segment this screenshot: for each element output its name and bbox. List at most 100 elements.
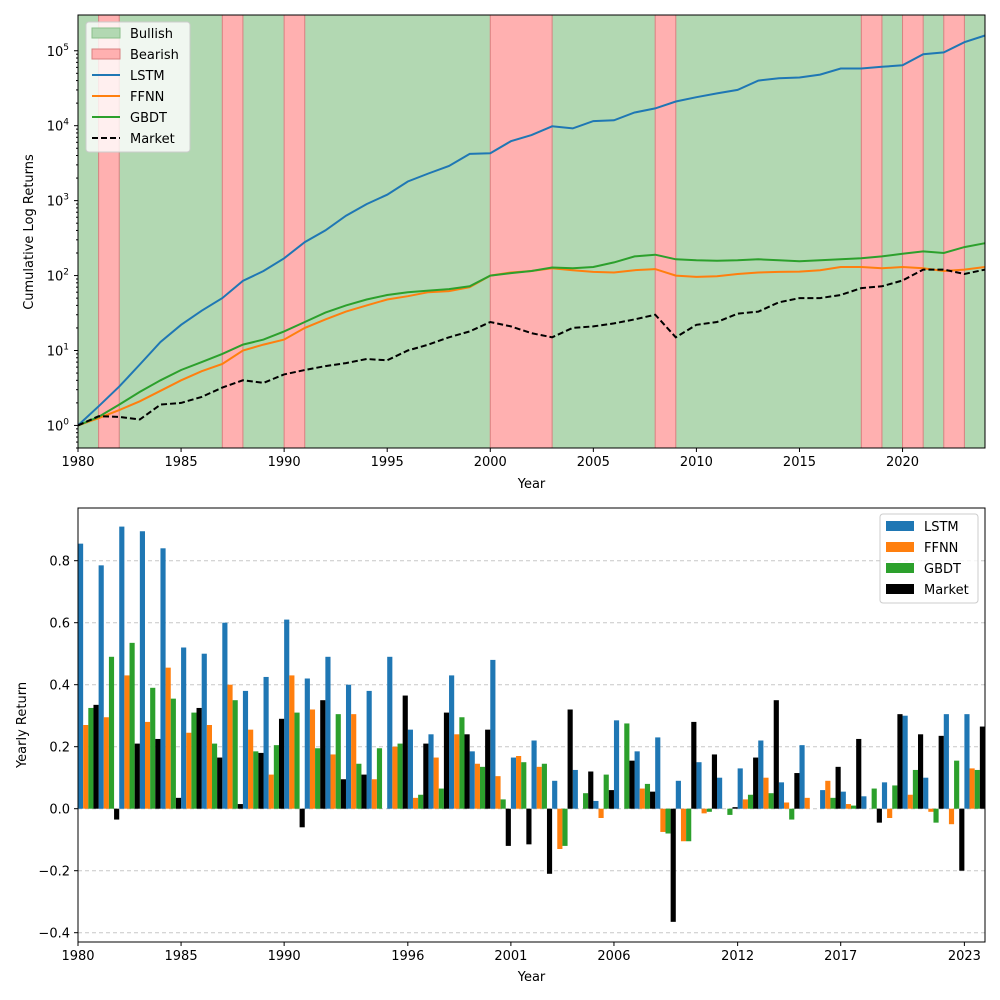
legend-swatch-lstm (886, 521, 914, 531)
yearly-return-bars (78, 526, 985, 922)
bar-gbdt (459, 717, 465, 809)
legend-label-lstm: LSTM (130, 69, 165, 84)
bar-lstm (366, 690, 372, 809)
bar-market (196, 707, 202, 809)
legend-label-lstm: LSTM (924, 520, 959, 535)
line-lstm (77, 34, 986, 427)
legend-label-ffnn: FFNN (130, 90, 164, 105)
bar-gbdt (789, 808, 795, 820)
bar-market (114, 808, 120, 820)
bar-market (299, 808, 305, 828)
bar-lstm (799, 745, 805, 809)
bar-lstm (469, 751, 475, 809)
bar-lstm (325, 656, 331, 809)
top-y-ticks: 100 101 102 103 104 105 (47, 43, 78, 449)
bearish-regime-7 (943, 14, 965, 449)
bar-lstm (778, 782, 785, 809)
bar-ffnn (907, 794, 913, 809)
bar-gbdt (644, 783, 651, 809)
bar-ffnn (227, 684, 233, 809)
bar-gbdt (191, 712, 197, 809)
bar-ffnn (804, 797, 810, 809)
bar-market (588, 771, 594, 809)
bar-gbdt (232, 700, 238, 809)
bar-lstm (345, 684, 352, 809)
bar-market (258, 752, 264, 809)
y-tick-label: 103 (47, 193, 69, 210)
y-tick-label: 105 (47, 43, 69, 60)
bar-market (650, 791, 656, 809)
bar-gbdt (727, 808, 733, 815)
top-legend: Bullish Bearish LSTM FFNN GBDT Market (85, 21, 191, 153)
y-tick-label: 0.2 (49, 741, 70, 756)
bottom-x-axis-label: Year (517, 970, 546, 985)
bar-gbdt (912, 769, 919, 809)
bar-gbdt (438, 788, 444, 809)
bar-market (629, 760, 635, 809)
bar-ffnn (784, 802, 790, 809)
bar-lstm (510, 757, 517, 809)
bar-gbdt (583, 793, 589, 809)
bar-gbdt (108, 656, 115, 809)
bar-lstm (490, 659, 496, 809)
legend-label-bullish: Bullish (130, 27, 173, 42)
bar-gbdt (170, 698, 176, 809)
bar-lstm (737, 768, 743, 809)
x-tick-label: 2001 (494, 949, 527, 964)
bar-lstm (119, 526, 125, 809)
y-tick-label: 0.0 (49, 803, 70, 818)
x-tick-label: 1990 (268, 949, 301, 964)
yearly-returns-chart: 1980 1985 1990 1996 2001 2006 2012 2017 2023 −0.… (15, 507, 986, 985)
bar-gbdt (747, 794, 754, 809)
bar-market (423, 743, 429, 809)
bar-lstm (655, 737, 661, 809)
bar-market (464, 734, 470, 809)
bar-market (546, 808, 553, 874)
bar-market (402, 695, 408, 809)
regime-shading (78, 14, 985, 449)
bar-gbdt (706, 808, 712, 812)
bullish-regime-6 (881, 15, 903, 448)
x-tick-label: 1980 (61, 455, 94, 470)
bar-lstm (284, 619, 290, 809)
bar-lstm (407, 729, 413, 809)
bar-lstm (160, 548, 166, 809)
bar-market (732, 807, 738, 809)
bar-ffnn (309, 709, 316, 809)
bearish-regime-5 (860, 14, 883, 449)
bar-ffnn (928, 808, 934, 812)
bar-gbdt (830, 797, 836, 809)
bar-gbdt (768, 793, 774, 809)
bar-ffnn (289, 675, 295, 809)
bar-ffnn (330, 754, 336, 809)
legend-label-gbdt: GBDT (130, 111, 167, 126)
bar-ffnn (598, 808, 604, 818)
bearish-regime-2 (283, 14, 306, 449)
bar-lstm (943, 714, 949, 809)
bar-gbdt (397, 743, 403, 809)
x-tick-label: 2023 (948, 949, 981, 964)
y-tick-label: 101 (47, 343, 69, 360)
bar-market (175, 797, 182, 809)
x-tick-label: 1990 (268, 455, 301, 470)
bar-gbdt (521, 762, 527, 809)
bar-market (876, 808, 882, 823)
bar-gbdt (376, 748, 383, 809)
bar-ffnn (845, 804, 852, 809)
bar-market (237, 804, 243, 809)
bar-lstm (552, 780, 558, 809)
bar-gbdt (335, 714, 341, 809)
x-tick-label: 1985 (165, 455, 198, 470)
bar-ffnn (392, 746, 398, 809)
bearish-regime-3 (489, 14, 553, 449)
bar-gbdt (294, 712, 300, 809)
bullish-regime-8 (964, 15, 985, 448)
x-tick-label: 2017 (824, 949, 857, 964)
bar-lstm (758, 740, 764, 809)
bar-market (340, 779, 346, 809)
bar-market (711, 754, 718, 809)
bar-ffnn (186, 732, 192, 809)
bullish-regime-7 (923, 15, 944, 448)
bar-gbdt (871, 788, 877, 809)
